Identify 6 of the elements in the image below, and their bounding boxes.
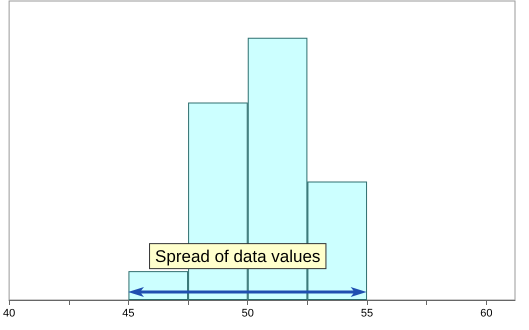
- x-tick-label: 55: [360, 308, 374, 320]
- x-tick-label: 40: [2, 308, 16, 320]
- x-tick-label: 60: [480, 308, 492, 320]
- annotation: Spread of data values: [155, 247, 320, 266]
- x-tick-label: 50: [242, 308, 254, 320]
- x-tick-label: 45: [122, 308, 135, 320]
